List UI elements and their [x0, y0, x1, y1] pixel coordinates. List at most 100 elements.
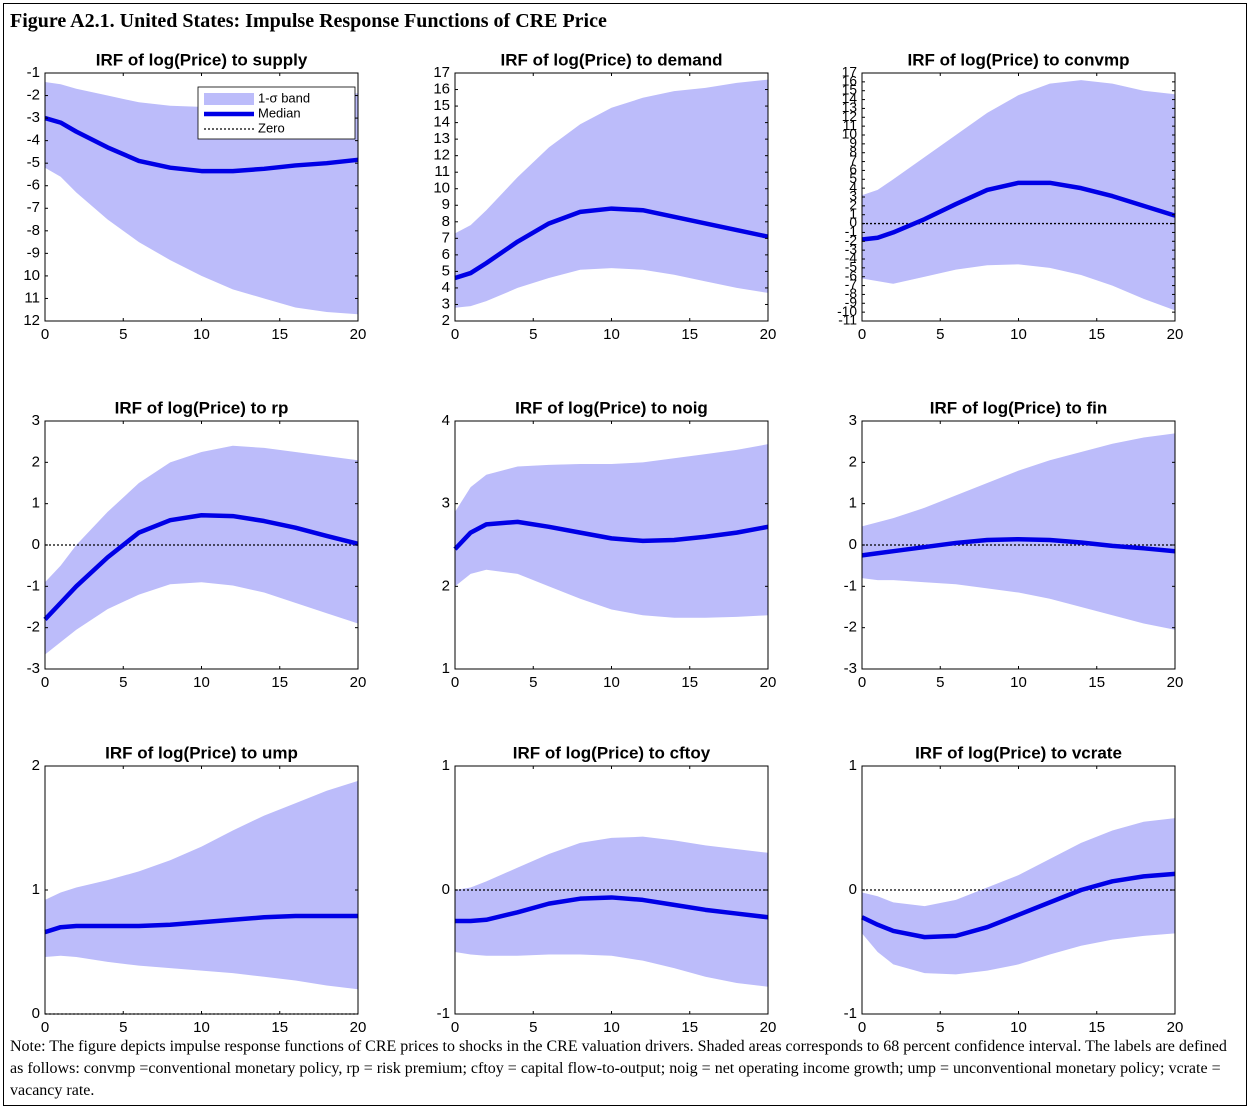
chart-panel: IRF of log(Price) to rp -3 -2 -1 0 1 2 3 0 5 10 15 2… — [27, 398, 367, 690]
chart-title: IRF of log(Price) to vcrate — [915, 743, 1122, 762]
y-tick-label: 6 — [442, 246, 450, 263]
y-tick-label: 12 — [433, 147, 450, 164]
y-tick-label: 13 — [433, 130, 450, 147]
y-tick-label: 1 — [32, 881, 40, 898]
x-tick-label: 20 — [350, 674, 367, 691]
x-tick-label: 10 — [1010, 674, 1027, 691]
median-line — [44, 913, 358, 935]
y-tick-label: 11 — [24, 289, 40, 306]
y-tick-label: -5 — [27, 154, 40, 171]
y-tick-label: -1 — [845, 224, 857, 239]
x-tick-label: 0 — [451, 326, 459, 343]
x-tick-label: 15 — [681, 674, 698, 691]
x-tick-label: 5 — [529, 1019, 537, 1036]
y-tick-label: 15 — [433, 97, 450, 114]
y-tick-label: 0 — [32, 536, 40, 553]
y-tick-label: -6 — [845, 268, 858, 283]
chart-title: IRF of log(Price) to noig — [515, 398, 708, 417]
x-tick-label: 0 — [41, 674, 49, 691]
y-tick-label: 17 — [842, 65, 857, 80]
legend-label: 1-σ band — [258, 90, 310, 105]
y-tick-label: 4 — [442, 279, 450, 296]
x-tick-label: 5 — [119, 674, 127, 691]
chart-panel: IRF of log(Price) to supply -1 -2 -3 -4 -5 -6 -… — [23, 50, 366, 342]
x-tick-label: 15 — [1088, 674, 1105, 691]
frame — [3, 3, 1247, 1106]
note: Note: The figure depicts impulse respons… — [10, 1038, 1227, 1099]
legend-label: Zero — [258, 120, 285, 135]
y-tick-label: 0 — [849, 881, 857, 898]
y-tick-label: 3 — [849, 189, 857, 204]
x-tick-label: 0 — [858, 326, 866, 343]
y-tick-label: 4 — [849, 180, 857, 195]
x-tick-label: 10 — [193, 326, 210, 343]
y-tick-label: -1 — [27, 577, 40, 594]
chart-title: IRF of log(Price) to rp — [115, 398, 289, 417]
y-tick-label: -9 — [845, 295, 857, 310]
y-tick-label: 12 — [23, 312, 40, 329]
y-tick-label: 1 — [849, 757, 857, 774]
confidence-band — [45, 780, 358, 990]
y-tick-label: 16 — [842, 73, 858, 88]
x-tick-label: 20 — [350, 1019, 367, 1036]
median-line — [454, 206, 769, 281]
x-tick-label: 20 — [760, 1019, 777, 1036]
median-line — [861, 536, 1176, 558]
y-tick-label: 1 — [849, 206, 857, 221]
median-line — [455, 895, 769, 924]
confidence-band — [862, 433, 1175, 630]
median-line — [43, 512, 359, 621]
chart-title: IRF of log(Price) to convmp — [908, 50, 1130, 69]
y-tick-label: 3 — [32, 412, 40, 429]
confidence-band — [455, 79, 768, 308]
y-tick-label: -1 — [844, 1005, 857, 1022]
y-tick-label: -10 — [837, 304, 857, 319]
y-tick-label: 9 — [442, 196, 450, 213]
y-tick-label: -2 — [27, 619, 40, 636]
confidence-band — [45, 445, 358, 655]
y-tick-label: -3 — [845, 242, 858, 257]
y-tick-label: 12 — [842, 109, 857, 124]
x-tick-label: 15 — [271, 326, 288, 343]
y-tick-label: 10 — [433, 180, 450, 197]
y-tick-label: 3 — [849, 412, 857, 429]
y-tick-label: -7 — [845, 277, 857, 292]
y-tick-label: -2 — [27, 87, 40, 104]
x-tick-label: 15 — [271, 674, 288, 691]
x-tick-label: 20 — [760, 326, 777, 343]
y-tick-label: -8 — [27, 222, 40, 239]
y-tick-label: 10 — [23, 267, 40, 284]
x-tick-label: 20 — [1167, 326, 1184, 343]
y-tick-label: 0 — [442, 881, 450, 898]
y-tick-label: -1 — [844, 577, 857, 594]
x-tick-label: 20 — [1167, 674, 1184, 691]
x-tick-label: 10 — [1010, 1019, 1027, 1036]
y-tick-label: 8 — [442, 213, 450, 230]
median-line — [44, 115, 359, 174]
x-tick-label: 20 — [1167, 1019, 1184, 1036]
legend-swatch — [204, 93, 254, 105]
x-tick-label: 10 — [603, 674, 620, 691]
x-tick-label: 15 — [1088, 1019, 1105, 1036]
x-tick-label: 15 — [1088, 326, 1105, 343]
y-tick-label: 2 — [849, 453, 857, 470]
y-tick-label: -9 — [27, 244, 40, 261]
x-tick-label: 5 — [936, 674, 944, 691]
x-tick-label: 10 — [193, 1019, 210, 1036]
y-tick-label: -3 — [27, 660, 40, 677]
y-tick-label: -5 — [845, 259, 858, 274]
y-tick-label: 5 — [849, 171, 857, 186]
median-line — [861, 180, 1176, 242]
x-tick-label: 20 — [760, 674, 777, 691]
legend-label: Median — [258, 105, 301, 120]
y-tick-label: 7 — [849, 153, 857, 168]
confidence-band — [455, 836, 768, 987]
y-tick-label: 13 — [842, 100, 858, 115]
x-tick-label: 5 — [936, 326, 944, 343]
